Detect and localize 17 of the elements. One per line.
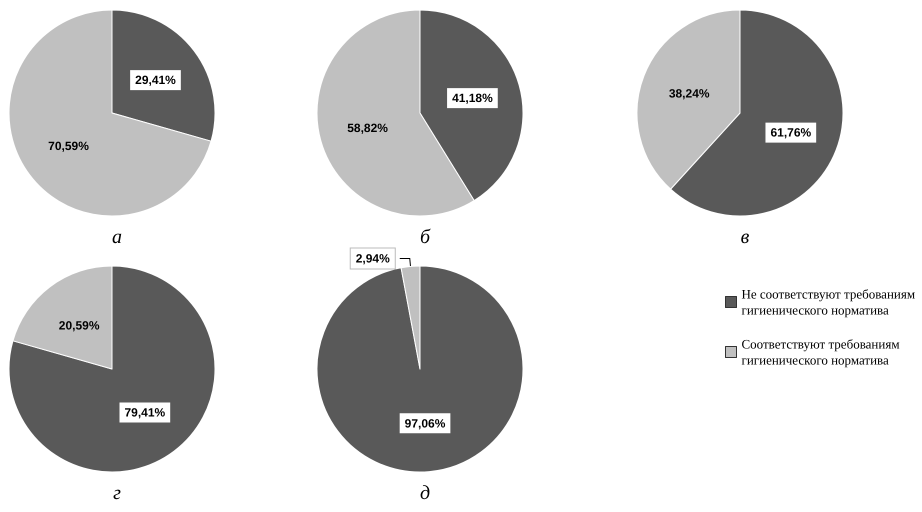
data-label: 20,59% (58, 318, 100, 333)
legend-label: Не соответствуют требованиям гигиенического норматива (742, 286, 916, 318)
legend-label: Соответствуют требованиям гигиенического норматива (742, 336, 900, 368)
data-label: 79,41% (124, 405, 166, 420)
data-label: 70,59% (48, 138, 90, 153)
data-label: 61,76% (770, 126, 812, 140)
data-label: 97,06% (404, 416, 446, 430)
text: г (113, 482, 122, 504)
text: б (420, 226, 431, 248)
data-label: 2,94% (356, 251, 390, 266)
text: в (740, 226, 750, 248)
data-label: 29,41% (135, 73, 176, 88)
data-label: 58,82% (347, 120, 388, 135)
text: а (112, 226, 122, 248)
data-label: 38,24% (668, 86, 710, 100)
text: д (420, 482, 430, 504)
data-label: 41,18% (452, 91, 494, 106)
